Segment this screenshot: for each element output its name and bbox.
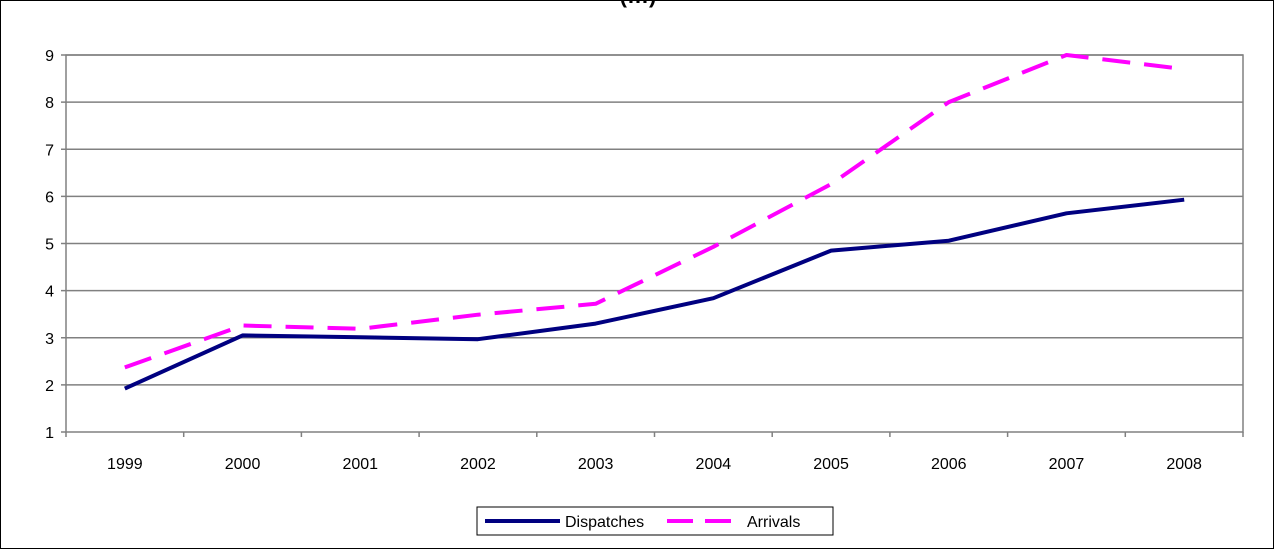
series-layer [123, 53, 1185, 391]
y-tick-label: 3 [45, 331, 54, 348]
y-tick-label: 2 [45, 378, 54, 395]
y-tick-label: 9 [45, 48, 54, 65]
y-tick-label: 6 [45, 189, 54, 206]
x-tick-label: 2004 [696, 456, 732, 473]
x-tick-label: 1999 [107, 456, 143, 473]
y-tick-label: 8 [45, 95, 54, 112]
y-tick-label: 5 [45, 237, 54, 254]
series-line-dispatches [123, 197, 1185, 391]
x-tick-label: 2005 [813, 456, 849, 473]
x-tick-label: 2006 [931, 456, 967, 473]
y-axis: 1 2 3 4 5 6 7 8 9 [45, 48, 66, 442]
chart-title: (…) [620, 1, 657, 8]
y-tick-label: 4 [45, 284, 54, 301]
x-tick-label: 2007 [1049, 456, 1085, 473]
gridlines [66, 54, 1243, 386]
x-tick-label: 2002 [460, 456, 496, 473]
x-tick-label: 2003 [578, 456, 614, 473]
y-tick-label: 7 [45, 142, 54, 159]
x-tick-label: 2001 [342, 456, 378, 473]
legend-label-arrivals: Arrivals [747, 514, 800, 531]
x-tick-label: 2000 [225, 456, 261, 473]
legend-label-dispatches: Dispatches [565, 514, 644, 531]
series-line-arrivals [124, 53, 1185, 370]
x-axis: 1999 2000 2001 2002 2003 2004 2005 2006 2007 2008 [65, 432, 1244, 473]
legend: Dispatches Arrivals [476, 506, 834, 536]
x-tick-label: 2008 [1166, 456, 1202, 473]
y-tick-label: 1 [45, 425, 54, 442]
